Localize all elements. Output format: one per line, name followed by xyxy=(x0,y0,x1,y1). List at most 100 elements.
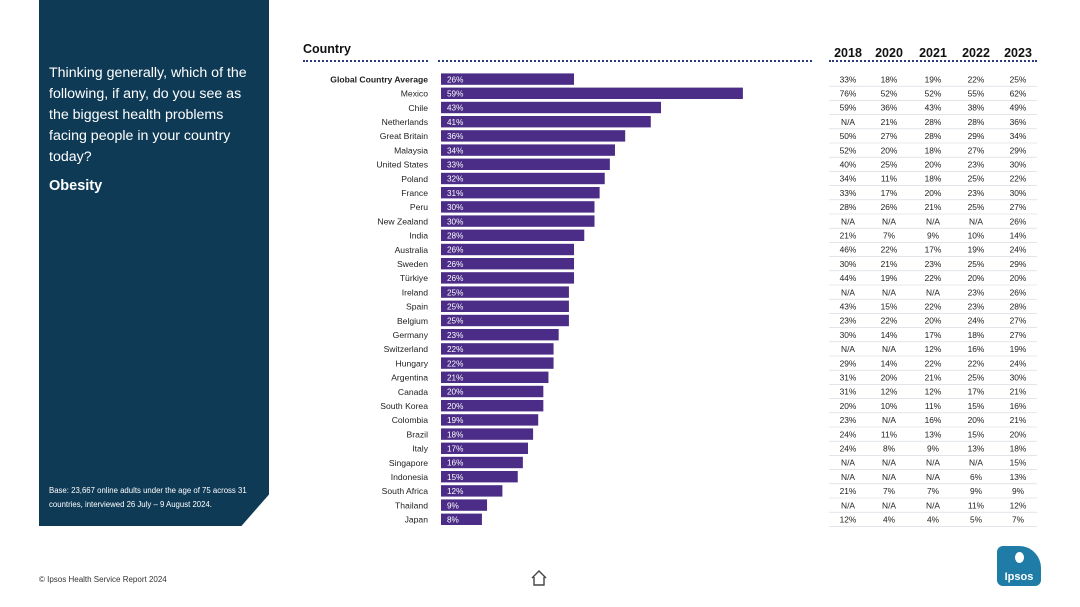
bar xyxy=(441,158,610,170)
history-value: 55% xyxy=(968,89,985,99)
history-value: 34% xyxy=(840,174,857,184)
country-label: Great Britain xyxy=(380,131,428,141)
history-value: 29% xyxy=(1010,145,1027,155)
history-value: 23% xyxy=(968,302,985,312)
history-value: 18% xyxy=(1010,444,1027,454)
history-value: 20% xyxy=(968,415,985,425)
history-value: 24% xyxy=(840,429,857,439)
history-value: 11% xyxy=(881,174,898,184)
history-value: 19% xyxy=(968,245,985,255)
history-value: 43% xyxy=(840,302,857,312)
bar xyxy=(441,414,539,426)
history-value: 20% xyxy=(881,373,898,383)
history-value: 29% xyxy=(1010,259,1027,269)
history-value: N/A xyxy=(969,216,983,226)
country-label: Australia xyxy=(395,245,429,255)
history-value: 12% xyxy=(925,387,942,397)
bar xyxy=(441,258,575,270)
home-icon[interactable] xyxy=(530,569,548,587)
bar xyxy=(441,215,595,227)
country-header-rule xyxy=(303,60,428,62)
history-value: 16% xyxy=(925,415,942,425)
history-value: 27% xyxy=(968,145,985,155)
history-value: 4% xyxy=(927,515,940,525)
obesity-bar-chart: Global Country Average 26% 33% 18% 19% 22% 25%… xyxy=(330,73,1037,527)
history-value: 23% xyxy=(925,259,942,269)
bar xyxy=(441,329,559,341)
history-value: 76% xyxy=(840,89,857,99)
bar-value-label: 36% xyxy=(447,132,463,141)
history-value: N/A xyxy=(926,287,940,297)
history-value: 18% xyxy=(925,174,942,184)
history-value: 18% xyxy=(925,145,942,155)
history-value: 9% xyxy=(970,486,983,496)
history-value: 21% xyxy=(840,486,857,496)
country-label: New Zealand xyxy=(377,216,428,226)
history-value: 10% xyxy=(968,231,985,241)
bar xyxy=(441,116,651,128)
logo-text: Ipsos xyxy=(1004,571,1034,583)
history-value: 28% xyxy=(925,131,942,141)
country-column-header: Country xyxy=(303,42,351,56)
history-value: 31% xyxy=(840,387,857,397)
history-value: 17% xyxy=(925,330,942,340)
history-value: 34% xyxy=(1010,131,1027,141)
history-value: 18% xyxy=(881,74,898,84)
history-value: 20% xyxy=(1010,273,1027,283)
bar-value-label: 16% xyxy=(447,459,463,468)
history-value: 30% xyxy=(1010,160,1027,170)
history-value: 29% xyxy=(968,131,985,141)
history-value: 13% xyxy=(968,444,985,454)
history-value: N/A xyxy=(841,472,855,482)
history-value: 11% xyxy=(968,500,985,510)
history-value: 19% xyxy=(925,74,942,84)
bar-value-label: 22% xyxy=(447,359,463,368)
bar-value-label: 25% xyxy=(447,303,463,312)
bar xyxy=(441,187,600,199)
bar xyxy=(441,73,575,85)
history-value: N/A xyxy=(841,287,855,297)
history-value: 4% xyxy=(883,515,896,525)
history-value: 24% xyxy=(968,316,985,326)
bar-value-label: 41% xyxy=(447,118,463,127)
bar xyxy=(441,456,523,469)
history-value: 19% xyxy=(1010,344,1027,354)
history-value: 23% xyxy=(840,415,857,425)
bar-value-label: 25% xyxy=(447,288,463,297)
country-label: Malaysia xyxy=(394,145,428,155)
history-value: N/A xyxy=(841,500,855,510)
country-label: Global Country Average xyxy=(330,74,428,84)
history-value: 15% xyxy=(968,429,985,439)
year-header-2020: 2020 xyxy=(875,46,903,60)
years-header-rule xyxy=(829,60,1037,62)
history-value: 24% xyxy=(840,444,857,454)
history-value: 17% xyxy=(881,188,898,198)
year-header-2023: 2023 xyxy=(1004,46,1032,60)
history-value: 24% xyxy=(1010,358,1027,368)
country-label: Japan xyxy=(405,515,429,525)
history-value: 33% xyxy=(840,188,857,198)
history-value: N/A xyxy=(882,344,896,354)
bar xyxy=(441,385,544,398)
country-label: Canada xyxy=(398,387,428,397)
history-value: 24% xyxy=(1010,245,1027,255)
history-value: 21% xyxy=(881,259,898,269)
country-label: South Africa xyxy=(382,486,429,496)
bar-value-label: 26% xyxy=(447,260,463,269)
history-value: 20% xyxy=(925,316,942,326)
bar-value-label: 59% xyxy=(447,90,463,99)
bar xyxy=(441,513,482,525)
history-value: 10% xyxy=(881,401,898,411)
bars-header-rule xyxy=(438,60,812,62)
bar-value-label: 33% xyxy=(447,161,463,170)
bar-value-label: 26% xyxy=(447,246,463,255)
history-value: 26% xyxy=(881,202,898,212)
bar-value-label: 22% xyxy=(447,345,463,354)
bar-value-label: 31% xyxy=(447,189,463,198)
history-value: 9% xyxy=(927,231,940,241)
history-value: 40% xyxy=(840,160,857,170)
history-value: N/A xyxy=(841,216,855,226)
country-label: Ireland xyxy=(402,287,428,297)
ipsos-logo: Ipsos xyxy=(997,546,1041,586)
history-value: 25% xyxy=(968,259,985,269)
